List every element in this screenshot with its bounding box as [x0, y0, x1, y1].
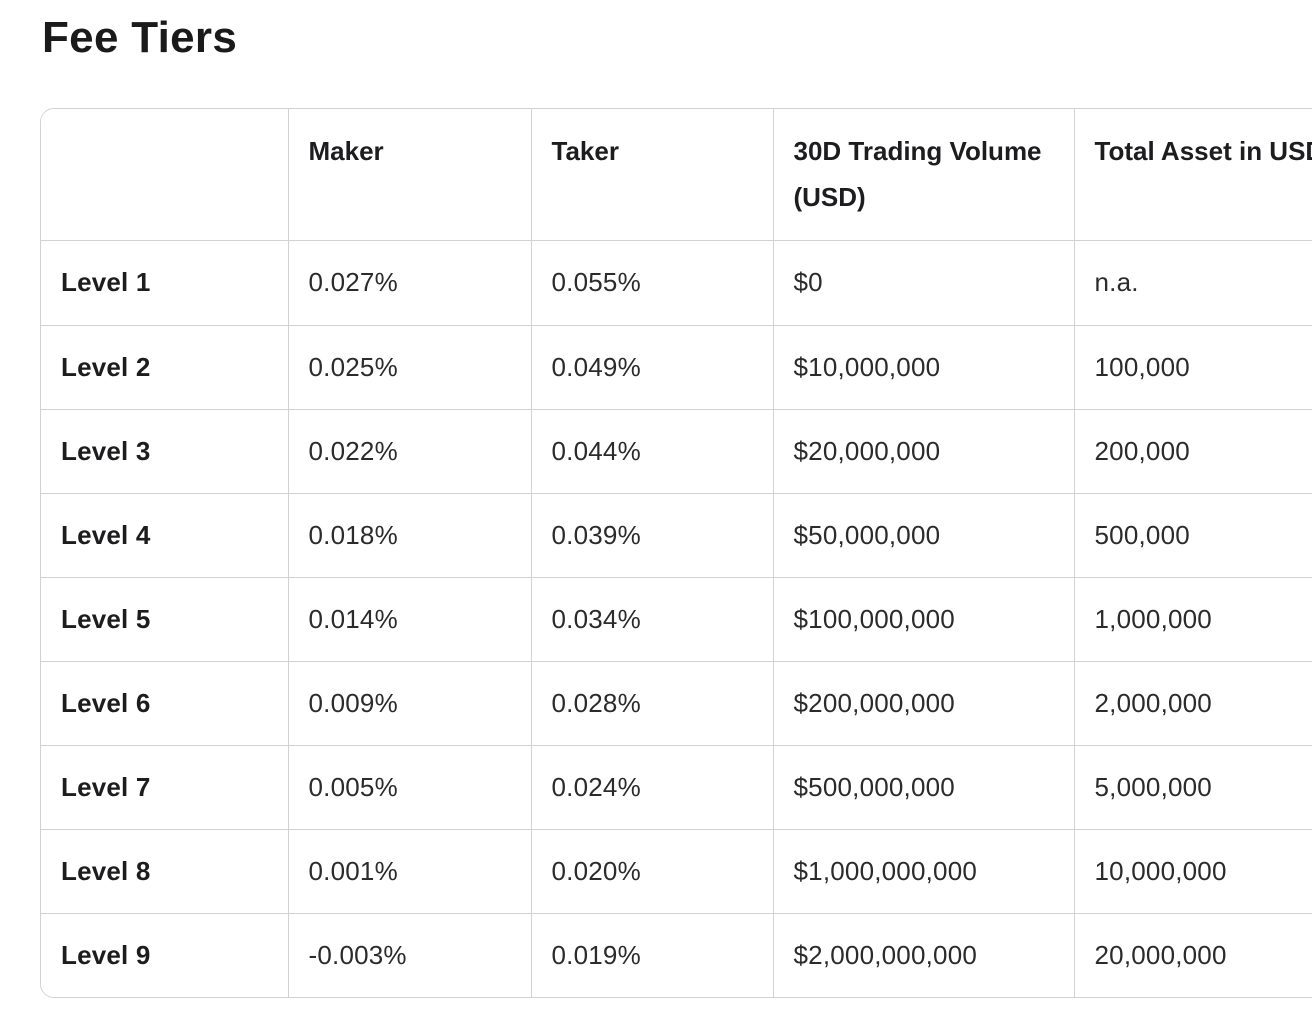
- taker-cell: 0.028%: [531, 661, 774, 747]
- table-row: Level 5 0.014% 0.034% $100,000,000 1,000…: [41, 577, 1312, 662]
- table-row: Level 6 0.009% 0.028% $200,000,000 2,000…: [41, 661, 1312, 747]
- asset-cell: n.a.: [1074, 240, 1312, 326]
- level-cell: Level 8: [41, 829, 289, 915]
- col-header-taker: Taker: [531, 109, 774, 242]
- table-row: Level 2 0.025% 0.049% $10,000,000 100,00…: [41, 325, 1312, 410]
- table-row: Level 9 -0.003% 0.019% $2,000,000,000 20…: [41, 913, 1312, 998]
- col-header-level: [41, 109, 289, 242]
- maker-cell: 0.022%: [288, 409, 532, 494]
- taker-cell: 0.044%: [531, 409, 774, 494]
- volume-cell: $1,000,000,000: [773, 829, 1075, 915]
- col-header-asset: Total Asset in USD: [1074, 109, 1312, 242]
- page-title: Fee Tiers: [42, 13, 238, 62]
- level-cell: Level 9: [41, 913, 289, 998]
- volume-cell: $200,000,000: [773, 661, 1075, 747]
- level-cell: Level 1: [41, 240, 289, 326]
- asset-cell: 2,000,000: [1074, 661, 1312, 747]
- level-cell: Level 6: [41, 661, 289, 747]
- fee-tiers-table: Maker Taker 30D Trading Volume (USD) Tot…: [40, 108, 1312, 999]
- taker-cell: 0.024%: [531, 745, 774, 831]
- asset-cell: 100,000: [1074, 325, 1312, 410]
- asset-cell: 10,000,000: [1074, 829, 1312, 915]
- fee-tiers-page: Fee Tiers Maker Taker 30D Trading Volume…: [0, 13, 1312, 999]
- volume-cell: $50,000,000: [773, 493, 1075, 578]
- taker-cell: 0.019%: [531, 913, 774, 998]
- maker-cell: 0.025%: [288, 325, 532, 410]
- volume-cell: $10,000,000: [773, 325, 1075, 410]
- taker-cell: 0.039%: [531, 493, 774, 578]
- asset-cell: 500,000: [1074, 493, 1312, 578]
- table-row: Level 1 0.027% 0.055% $0 n.a.: [41, 240, 1312, 326]
- maker-cell: 0.014%: [288, 577, 532, 662]
- volume-cell: $500,000,000: [773, 745, 1075, 831]
- maker-cell: 0.005%: [288, 745, 532, 831]
- volume-cell: $2,000,000,000: [773, 913, 1075, 998]
- maker-cell: -0.003%: [288, 913, 532, 998]
- table-header-row: Maker Taker 30D Trading Volume (USD) Tot…: [41, 109, 1312, 242]
- asset-cell: 5,000,000: [1074, 745, 1312, 831]
- maker-cell: 0.018%: [288, 493, 532, 578]
- taker-cell: 0.020%: [531, 829, 774, 915]
- asset-cell: 200,000: [1074, 409, 1312, 494]
- table-row: Level 8 0.001% 0.020% $1,000,000,000 10,…: [41, 829, 1312, 915]
- level-cell: Level 7: [41, 745, 289, 831]
- asset-cell: 1,000,000: [1074, 577, 1312, 662]
- asset-cell: 20,000,000: [1074, 913, 1312, 998]
- level-cell: Level 4: [41, 493, 289, 578]
- taker-cell: 0.055%: [531, 240, 774, 326]
- volume-cell: $100,000,000: [773, 577, 1075, 662]
- volume-cell: $0: [773, 240, 1075, 326]
- table-row: Level 7 0.005% 0.024% $500,000,000 5,000…: [41, 745, 1312, 831]
- level-cell: Level 5: [41, 577, 289, 662]
- fee-table: Maker Taker 30D Trading Volume (USD) Tot…: [41, 109, 1312, 998]
- level-cell: Level 2: [41, 325, 289, 410]
- table-row: Level 3 0.022% 0.044% $20,000,000 200,00…: [41, 409, 1312, 494]
- col-header-maker: Maker: [288, 109, 532, 242]
- taker-cell: 0.049%: [531, 325, 774, 410]
- maker-cell: 0.027%: [288, 240, 532, 326]
- col-header-volume: 30D Trading Volume (USD): [773, 109, 1075, 242]
- volume-cell: $20,000,000: [773, 409, 1075, 494]
- table-row: Level 4 0.018% 0.039% $50,000,000 500,00…: [41, 493, 1312, 578]
- maker-cell: 0.001%: [288, 829, 532, 915]
- level-cell: Level 3: [41, 409, 289, 494]
- taker-cell: 0.034%: [531, 577, 774, 662]
- maker-cell: 0.009%: [288, 661, 532, 747]
